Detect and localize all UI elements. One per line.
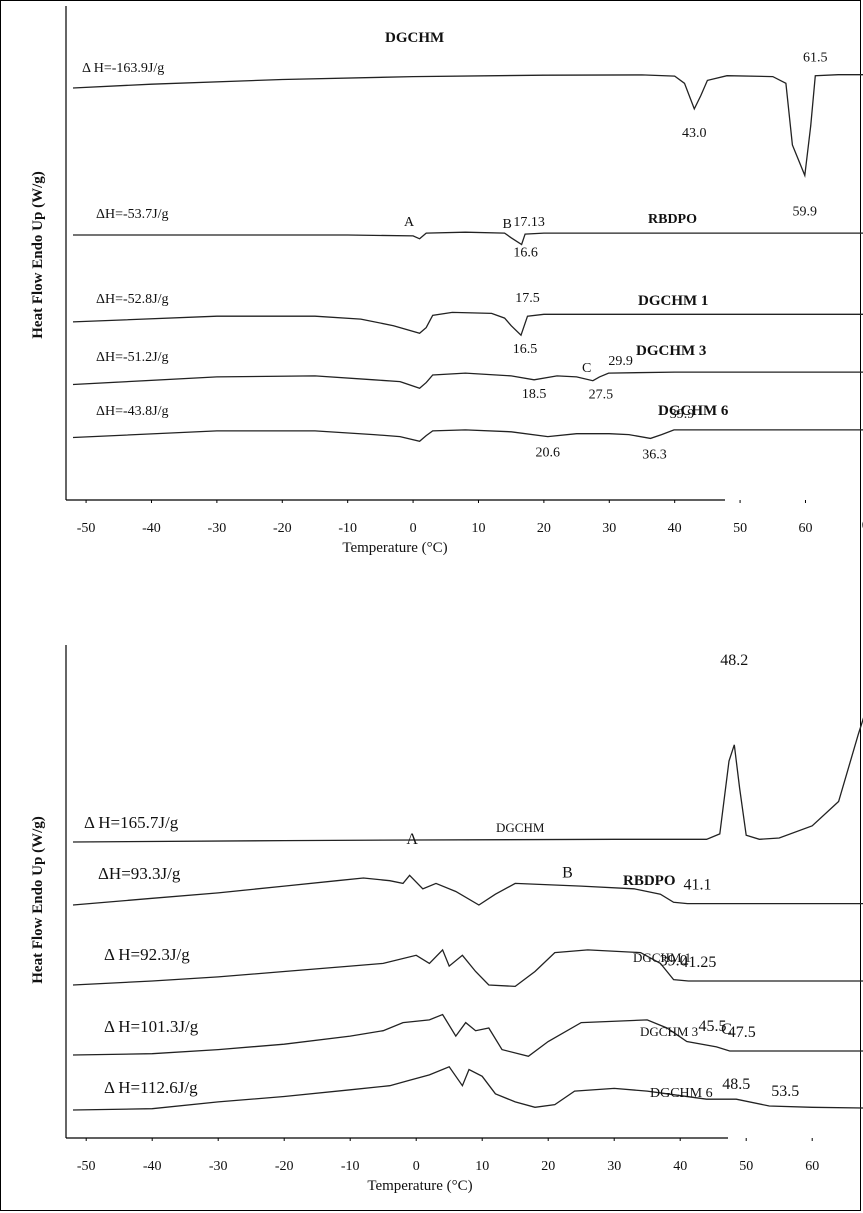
x-tick-label: 20 [537,521,551,536]
trace-rbdpo [72,874,863,906]
annotation-label: 48.2 [720,652,748,669]
trace-dgchm-6 [72,1066,863,1111]
x-tick-label: 30 [607,1159,621,1174]
annotation-label: A [406,831,418,848]
x-tick-label: -10 [338,521,357,536]
trace-rbdpo [73,231,863,246]
annotation-label: C [721,1021,732,1038]
x-tick-label: 60 [798,521,812,536]
x-tick-label: 40 [668,521,682,536]
traces [72,74,863,443]
annotation-label: 17.13 [513,215,545,230]
annotation-label: 59.9 [793,204,818,219]
y-axis-label: Heat Flow Endo Up (W/g) [30,171,46,339]
annotation-label: 48.5 [722,1076,750,1093]
annotation-label: 43.0 [682,126,707,141]
x-tick-labels: -50-40-30-20-1001020304050607080. [77,1138,819,1174]
dh-dgchm1: Δ H=92.3J/g [104,945,190,964]
annotations: 48.269.670.7AB41.139.041.2545.5C47.548.5… [406,517,863,1100]
dh-dgchm: Δ H=-163.9J/g [82,61,164,76]
panel-2: -50-40-30-20-1001020304050607080. 48.269… [30,517,863,1194]
x-tick-label: 10 [475,1159,489,1174]
annotation-label: 53.5 [771,1083,799,1100]
name-dgchm6: DGCHM 6 [658,403,729,419]
annotation-label: 16.6 [513,246,538,261]
x-tick-label: 60 [805,1159,819,1174]
x-tick-label: 30 [602,521,616,536]
annotation-label: 69.6 [862,517,863,534]
annotation-label: C [582,361,591,376]
annotation-label: 45.5 [699,1018,727,1035]
dh-dgchm6: Δ H=112.6J/g [104,1078,198,1097]
x-tick-label: 10 [471,521,485,536]
x-tick-label: 0 [413,1159,420,1174]
annotation-label: 16.5 [513,342,538,357]
x-tick-label: -50 [77,1159,96,1174]
name-dgchm3: DGCHM 3 [636,343,706,359]
dh-dgchm3: Δ H=101.3J/g [104,1017,199,1036]
dh-dgchm: Δ H=165.7J/g [84,813,179,832]
annotation-label: 36.3 [642,447,667,462]
x-axis-label: Temperature (°C) [342,540,447,556]
x-tick-label: 50 [733,521,747,536]
x-tick-labels: -50-40-30-20-1001020304050607080 [77,500,812,536]
name-dgchm1: DGCHM 1 [638,293,708,309]
annotation-label: B [562,864,573,881]
x-tick-label: -40 [143,1159,162,1174]
x-tick-label: -30 [209,1159,228,1174]
x-tick-label: -40 [142,521,161,536]
annotation-label: 61.5 [803,51,828,66]
traces [72,717,863,1111]
dh-dgchm3: ΔH=-51.2J/g [96,350,169,365]
x-tick-label: 40 [673,1159,687,1174]
dh-rbdpo: ΔH=-53.7J/g [96,207,169,222]
annotation-label: 41.25 [680,954,716,971]
annotation-label: B [503,217,512,232]
trace-dgchm [72,717,863,843]
x-tick-label: -10 [341,1159,360,1174]
x-tick-label: -50 [77,521,96,536]
x-tick-label: 0 [410,521,417,536]
trace-dgchm-3 [72,371,863,390]
name-dgchm: DGCHM [385,30,444,46]
x-tick-label: 20 [541,1159,555,1174]
annotation-label: 41.1 [684,877,712,894]
x-tick-label: -20 [275,1159,294,1174]
name-dgchm3: DGCHM 3 [640,1024,698,1039]
x-tick-label: -30 [208,521,227,536]
annotation-label: 39.9 [670,407,695,422]
annotation-label: 47.5 [728,1024,756,1041]
dh-dgchm6: ΔH=-43.8J/g [96,404,169,419]
name-rbdpo: RBDPO [623,873,676,889]
trace-dgchm-1 [72,948,863,988]
annotation-label: 17.5 [515,291,540,306]
name-dgchm6: DGCHM 6 [650,1086,713,1101]
annotation-label: 20.6 [536,446,561,461]
trace-dgchm-6 [72,429,863,443]
x-tick-label: -20 [273,521,292,536]
trace-dgchm-3 [72,1013,863,1058]
panel-1: -50-40-30-20-1001020304050607080 61.543.… [30,6,863,556]
name-rbdpo: RBDPO [648,212,697,227]
annotation-label: 29.9 [608,354,633,369]
trace-dgchm-1 [72,311,863,337]
x-tick-label: 50 [739,1159,753,1174]
dh-dgchm1: ΔH=-52.8J/g [96,292,169,307]
name-dgchm: DGCHM [496,820,545,835]
x-axis-label: Temperature (°C) [367,1178,472,1194]
dh-rbdpo: ΔH=93.3J/g [98,864,181,883]
annotation-label: 18.5 [522,387,547,402]
y-axis-label: Heat Flow Endo Up (W/g) [30,816,46,984]
annotation-label: 39.0 [660,953,688,970]
annotation-label: 27.5 [589,388,614,403]
trace-dgchm [72,74,863,178]
annotation-label: A [404,215,415,230]
name-dgchm1: DGCHM 1 [633,950,691,965]
annotations: 61.5 43.0 59.9 A B 17.13 16.6 17.5 16.5 C 29.9 18.5… [404,51,828,463]
